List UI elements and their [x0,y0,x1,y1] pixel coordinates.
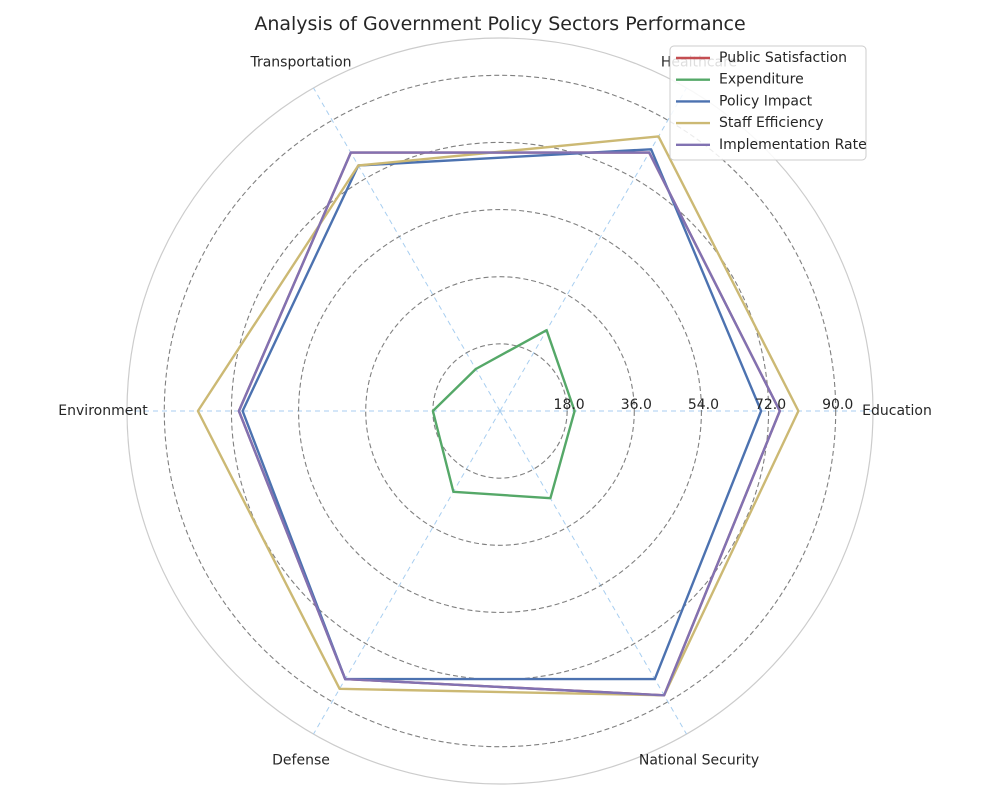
legend-label: Public Satisfaction [719,50,847,66]
series-line [196,135,800,697]
chart-title: Analysis of Government Policy Sectors Pe… [254,13,745,35]
legend-label: Staff Efficiency [719,115,824,131]
category-label: Education [862,403,932,419]
spoke-line [313,410,501,735]
legend-label: Expenditure [719,72,804,88]
legend-label: Policy Impact [719,93,813,109]
spoke-line [313,87,501,412]
category-label: Transportation [249,54,351,70]
spoke-line [499,410,687,735]
radar-grid [126,37,874,785]
grid-circle [230,141,770,681]
legend-label: Implementation Rate [719,137,867,153]
category-label: Environment [58,403,148,419]
radial-tick-label: 36.0 [621,397,652,413]
legend-box [669,45,867,161]
series-line [431,329,576,500]
grid-circle [298,209,702,613]
series-line [237,151,781,697]
radar-series [196,135,800,697]
grid-circle [365,276,635,546]
radial-tick-label: 90.0 [822,397,853,413]
grid-circle [163,74,837,748]
series-line [241,148,763,681]
radial-tick-label: 72.0 [755,397,786,413]
legend: Public Satisfaction Expenditure Policy Imp… [669,45,867,161]
radial-tick-label: 54.0 [688,397,719,413]
spoke-line [499,87,687,412]
category-label: National Security [639,753,759,769]
radial-tick-label: 18.0 [554,397,585,413]
category-label: Defense [272,753,330,769]
